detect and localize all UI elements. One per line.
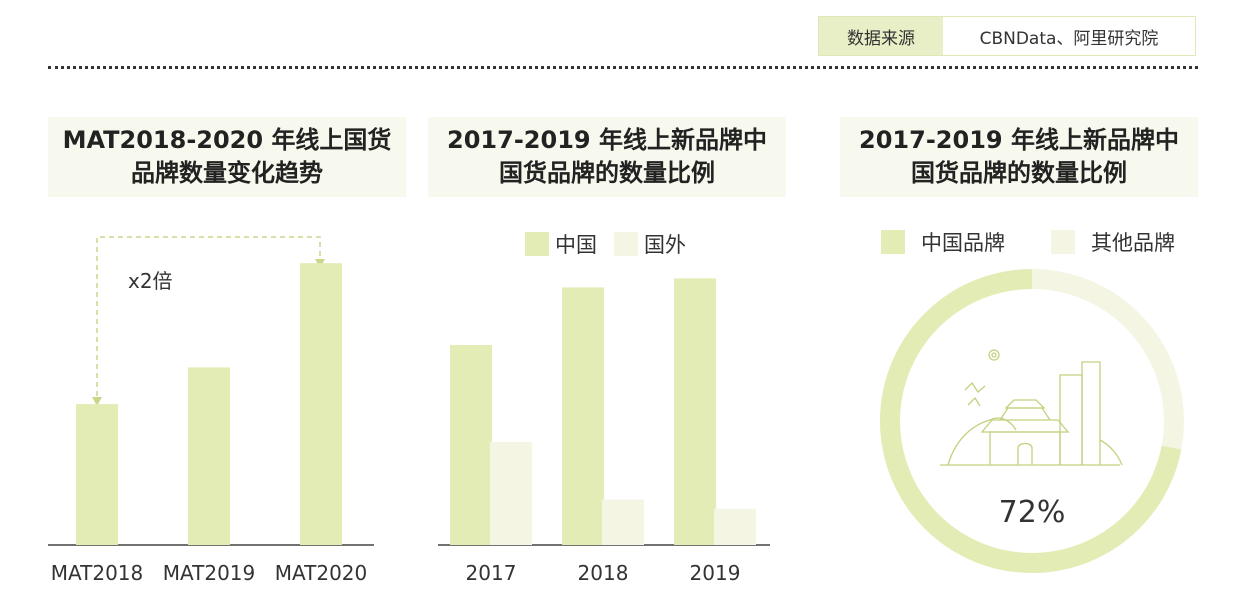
chart1-bar-mat2020 (300, 263, 342, 545)
chart1-group: x2倍 MAT2018 MAT2019 MAT2020 (48, 236, 374, 585)
chart2-x-tick-label: 2019 (690, 561, 741, 585)
chart2-title: 2017-2019 年线上新品牌中 国货品牌的数量比例 (428, 117, 786, 197)
chart1-arrow-head-left (92, 397, 102, 406)
chart3-group: 中国品牌 其他品牌 72% (880, 230, 1184, 573)
chart2-bar-2019-china (674, 278, 716, 545)
dotted-divider (48, 66, 1198, 69)
chart2-legend-swatch-china (525, 232, 549, 256)
chart2-legend-label-foreign: 国外 (644, 233, 686, 257)
data-source-value: CBNData、阿里研究院 (979, 28, 1159, 49)
chart1-bar-mat2018 (76, 404, 118, 545)
data-source-label: 数据来源 (819, 17, 943, 55)
chart2-legend-swatch-foreign (614, 232, 638, 256)
chart1-x-tick-label: MAT2019 (163, 561, 256, 585)
chart2-x-tick-label: 2018 (578, 561, 629, 585)
landmark-illustration (940, 349, 1123, 466)
chart1-double-arrow-line (96, 236, 321, 405)
donut-arc-china-brand (880, 269, 1182, 573)
chart3-legend-label-other-brand: 其他品牌 (1091, 231, 1175, 255)
chart2-x-tick-label: 2017 (466, 561, 517, 585)
chart1-annotation: x2倍 (128, 269, 173, 293)
chart1-bar-mat2019 (188, 367, 230, 545)
chart3-legend-label-china-brand: 中国品牌 (921, 231, 1005, 255)
chart2-legend-label-china: 中国 (555, 233, 597, 257)
data-source-box: 数据来源 CBNData、阿里研究院 (818, 16, 1196, 56)
chart1-x-tick-label: MAT2020 (275, 561, 368, 585)
chart3-legend-swatch-china-brand (881, 230, 905, 254)
chart3-title: 2017-2019 年线上新品牌中 国货品牌的数量比例 (840, 117, 1198, 197)
chart2-bar-2017-foreign (490, 441, 532, 545)
chart2-bar-2017-china (450, 345, 492, 545)
chart3-legend-swatch-other-brand (1051, 230, 1075, 254)
chart2-bar-2019-foreign (714, 508, 756, 545)
chart1-x-tick-label: MAT2018 (51, 561, 144, 585)
chart1-title: MAT2018-2020 年线上国货 品牌数量变化趋势 (48, 117, 406, 197)
chart2-group: 中国 国外 2017 2018 2019 (438, 232, 770, 585)
donut-center-label: 72% (999, 495, 1066, 530)
chart2-bar-2018-china (562, 287, 604, 545)
chart2-bar-2018-foreign (602, 499, 644, 545)
